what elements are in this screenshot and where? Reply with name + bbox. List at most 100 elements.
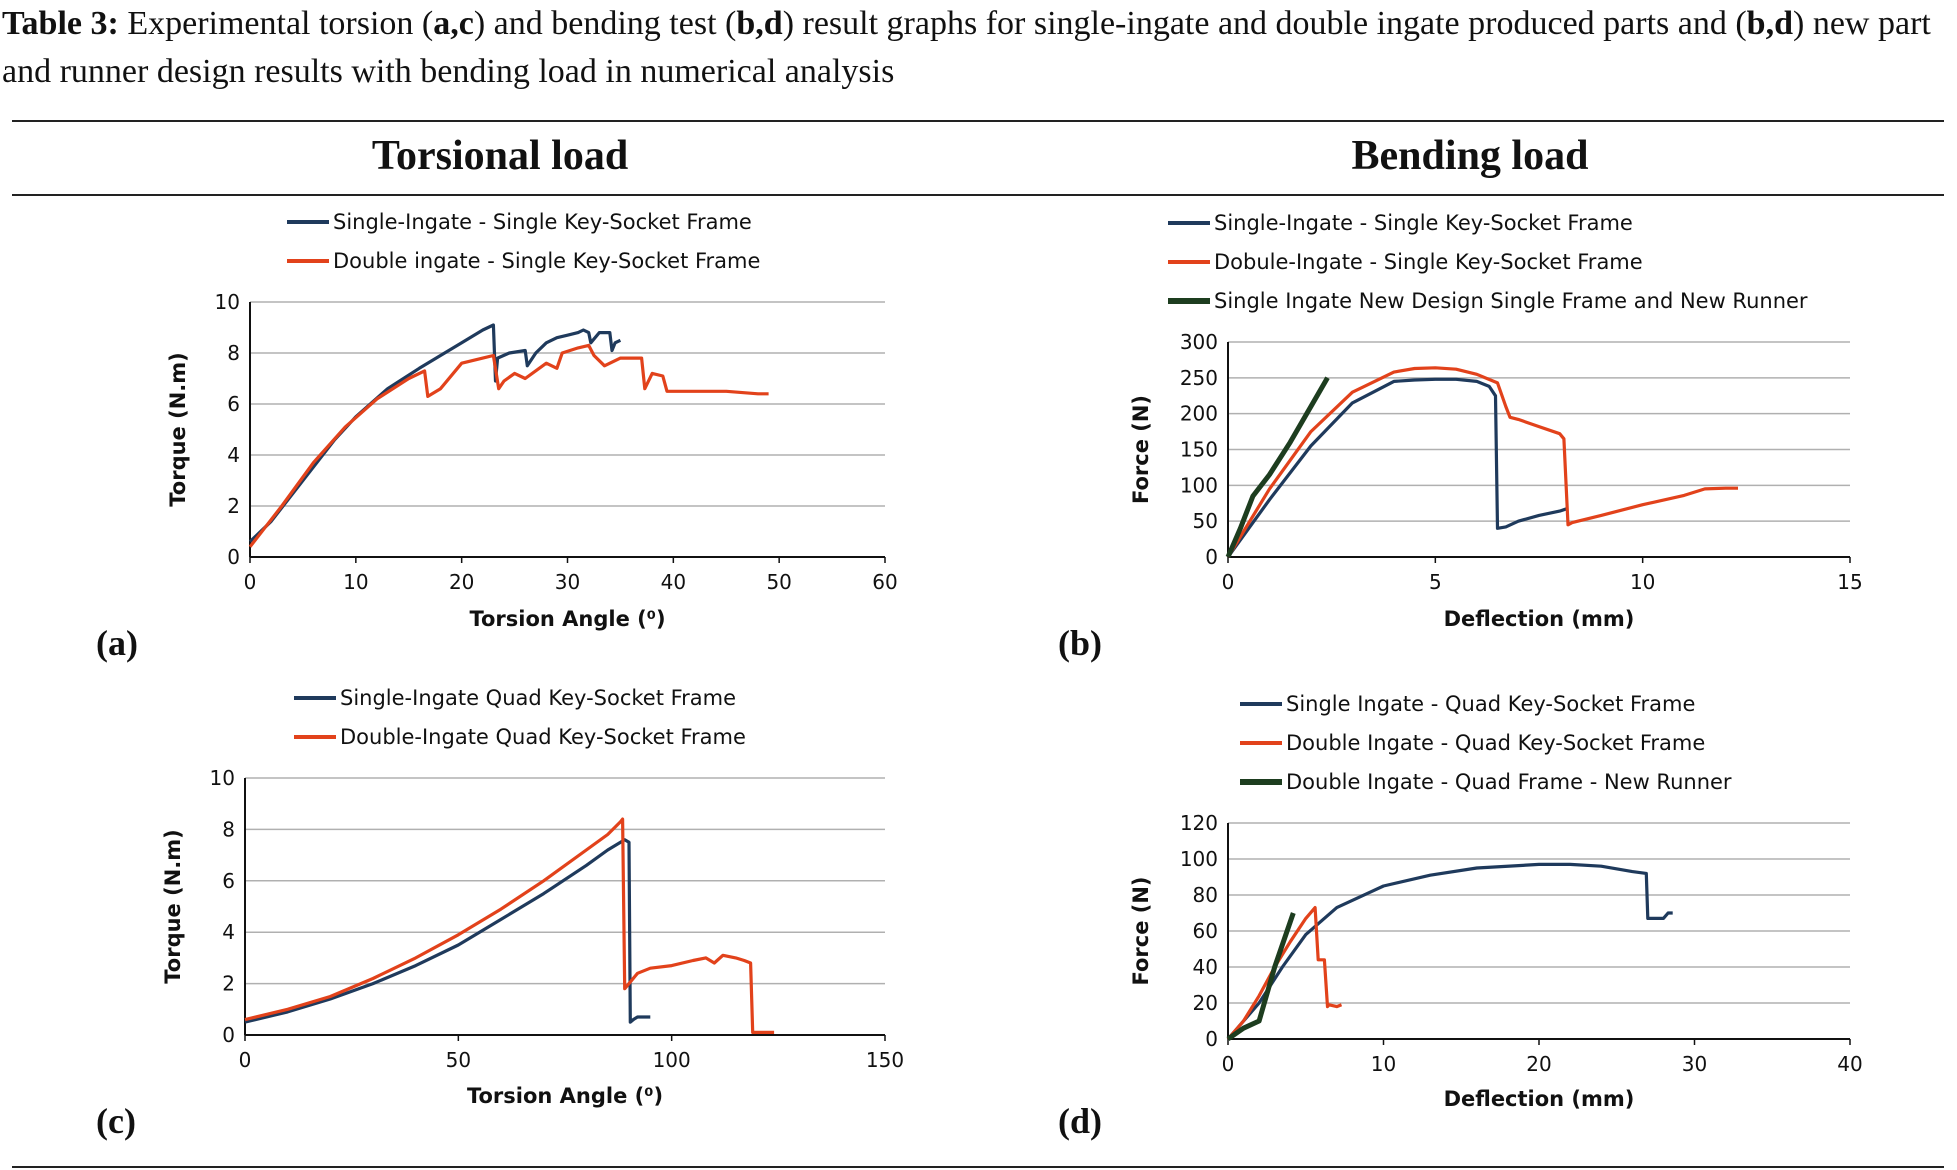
x-tick-label: 50 <box>446 1048 471 1072</box>
x-tick-label: 150 <box>866 1048 904 1072</box>
series-line-1 <box>248 323 622 543</box>
panel-label-c: (c) <box>96 1101 136 1141</box>
y-tick-label: 60 <box>1193 919 1218 943</box>
caption-text-3: ) result graphs for single-ingate and do… <box>782 5 1747 42</box>
y-tick-label: 6 <box>222 869 235 893</box>
x-axis-label: Deflection (mm) <box>1444 1087 1635 1111</box>
y-tick-label: 4 <box>227 443 240 467</box>
y-tick-label: 8 <box>227 341 240 365</box>
y-axis-label: Torque (N.m) <box>166 352 190 507</box>
caption-comma: , <box>755 5 764 42</box>
column-header-torsional: Torsional load <box>371 133 629 179</box>
caption-ref-d: d <box>1774 5 1794 42</box>
series-line-2 <box>244 817 775 1035</box>
caption-text: Experimental torsion ( <box>118 5 434 42</box>
y-tick-label: 4 <box>222 920 235 944</box>
x-axis-label: Torsion Angle (⁰) <box>467 1084 663 1108</box>
y-tick-label: 2 <box>227 494 240 518</box>
table-top-rule <box>12 120 1944 122</box>
series-line-1 <box>244 838 651 1024</box>
y-tick-label: 250 <box>1180 366 1218 390</box>
caption-text-4: ) new part and runner design results wit… <box>2 5 1931 90</box>
x-axis-label: Deflection (mm) <box>1444 607 1635 631</box>
series-line-1 <box>1226 862 1673 1041</box>
y-tick-label: 0 <box>1205 545 1218 569</box>
caption-label: Table 3: <box>2 5 119 42</box>
y-tick-label: 8 <box>222 817 235 841</box>
y-tick-label: 10 <box>210 766 235 790</box>
series-line-3 <box>1225 376 1330 558</box>
x-axis-label: Torsion Angle (⁰) <box>469 607 665 631</box>
y-tick-label: 100 <box>1180 847 1218 871</box>
series-line-2 <box>1226 905 1343 1041</box>
x-tick-label: 10 <box>343 570 368 594</box>
x-tick-label: 0 <box>239 1048 252 1072</box>
x-tick-label: 30 <box>555 570 580 594</box>
y-tick-label: 300 <box>1180 330 1218 354</box>
y-tick-label: 100 <box>1180 473 1218 497</box>
legend-entry: Double Ingate - Quad Frame - New Runner <box>1286 770 1732 794</box>
y-tick-label: 20 <box>1193 991 1218 1015</box>
series-line-3 <box>1226 912 1296 1042</box>
x-tick-label: 10 <box>1371 1052 1396 1076</box>
x-tick-label: 10 <box>1630 570 1655 594</box>
legend-entry: Double Ingate - Quad Key-Socket Frame <box>1286 731 1705 755</box>
panel-label-d: (d) <box>1058 1101 1102 1141</box>
legend-entry: Single-Ingate Quad Key-Socket Frame <box>340 686 736 710</box>
x-tick-label: 40 <box>661 570 686 594</box>
y-tick-label: 0 <box>1205 1027 1218 1051</box>
x-tick-label: 15 <box>1837 570 1862 594</box>
legend-entry: Single Ingate New Design Single Frame an… <box>1214 289 1808 313</box>
chart-b: 0 50 100 150 200 250 300 0 5 10 15 Deflection (mm) F… <box>1129 211 1863 631</box>
y-tick-label: 40 <box>1193 955 1218 979</box>
series-line-2 <box>1226 366 1738 558</box>
x-tick-label: 5 <box>1429 570 1442 594</box>
legend-entry: Double ingate - Single Key-Socket Frame <box>333 249 760 273</box>
x-tick-label: 40 <box>1837 1052 1862 1076</box>
legend-entry: Single-Ingate - Single Key-Socket Frame <box>333 210 752 234</box>
caption-ref-b: b <box>736 5 756 42</box>
panel-label-a: (a) <box>96 623 138 663</box>
caption-text-2: ) and bending test ( <box>473 5 737 42</box>
legend-entry: Single Ingate - Quad Key-Socket Frame <box>1286 692 1695 716</box>
x-tick-label: 20 <box>449 570 474 594</box>
table-header-rule <box>12 194 1944 196</box>
legend-entry: Double-Ingate Quad Key-Socket Frame <box>340 725 746 749</box>
x-tick-label: 0 <box>1222 570 1235 594</box>
y-tick-label: 200 <box>1180 402 1218 426</box>
y-axis-label: Force (N) <box>1129 876 1153 985</box>
x-tick-label: 30 <box>1682 1052 1707 1076</box>
y-axis-label: Torque (N.m) <box>161 829 185 984</box>
chart-a: 0 2 4 6 8 10 0 10 20 30 40 50 60 Torsion Angle (⁰) Tor… <box>166 210 898 631</box>
y-tick-label: 10 <box>215 290 240 314</box>
caption-ref-a: a <box>433 5 451 42</box>
y-tick-label: 150 <box>1180 438 1218 462</box>
x-tick-label: 20 <box>1526 1052 1551 1076</box>
legend-entry: Dobule-Ingate - Single Key-Socket Frame <box>1214 250 1643 274</box>
y-tick-label: 0 <box>227 545 240 569</box>
column-header-bending: Bending load <box>1351 133 1589 179</box>
x-tick-label: 60 <box>872 570 897 594</box>
caption-comma: , <box>450 5 459 42</box>
caption-ref-c: c <box>458 5 474 42</box>
y-tick-label: 120 <box>1180 811 1218 835</box>
table-bottom-rule <box>12 1166 1944 1168</box>
x-tick-label: 100 <box>653 1048 691 1072</box>
panel-label-b: (b) <box>1058 623 1102 663</box>
chart-d: 0 20 40 60 80 100 120 0 10 20 30 40 Deflection (mm) F… <box>1129 692 1863 1111</box>
y-tick-label: 80 <box>1193 883 1218 907</box>
y-tick-label: 0 <box>222 1023 235 1047</box>
y-axis-label: Force (N) <box>1129 395 1153 504</box>
legend-entry: Single-Ingate - Single Key-Socket Frame <box>1214 211 1633 235</box>
table-caption: Table 3: Experimental torsion (a,c) and … <box>2 0 1952 96</box>
caption-comma: , <box>1765 5 1775 42</box>
series-line-2 <box>248 343 769 548</box>
x-tick-label: 0 <box>1222 1052 1235 1076</box>
x-tick-label: 50 <box>766 570 791 594</box>
x-tick-label: 0 <box>244 570 257 594</box>
y-tick-label: 50 <box>1193 509 1218 533</box>
caption-ref-b: b <box>1746 5 1766 42</box>
series-line-1 <box>1226 377 1569 558</box>
